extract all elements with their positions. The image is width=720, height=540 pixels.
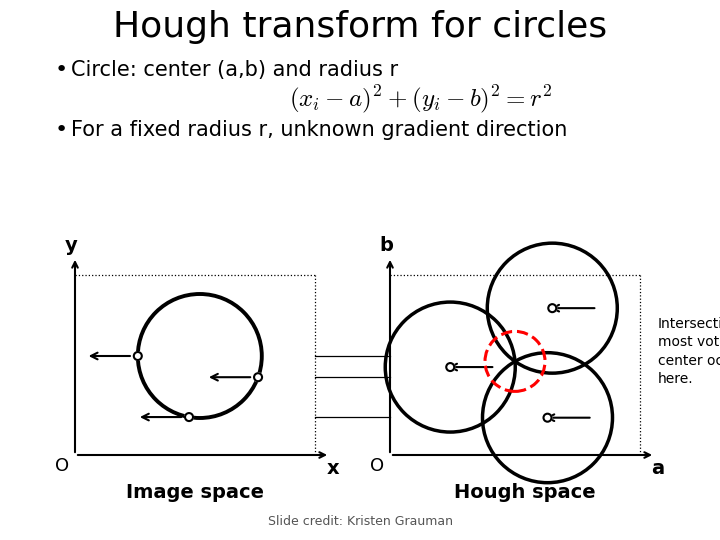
- Text: x: x: [327, 459, 339, 478]
- Text: Slide credit: Kristen Grauman: Slide credit: Kristen Grauman: [268, 515, 452, 528]
- Circle shape: [446, 363, 454, 371]
- Text: O: O: [55, 457, 69, 475]
- Text: •: •: [55, 60, 68, 80]
- Text: For a fixed radius r, unknown gradient direction: For a fixed radius r, unknown gradient d…: [71, 120, 567, 140]
- Text: Circle: center (a,b) and radius r: Circle: center (a,b) and radius r: [71, 60, 398, 80]
- Circle shape: [254, 373, 262, 381]
- Text: $(x_i - a)^2 + (y_i - b)^2 = r^2$: $(x_i - a)^2 + (y_i - b)^2 = r^2$: [289, 83, 552, 115]
- Text: Hough space: Hough space: [454, 483, 596, 502]
- Text: b: b: [379, 236, 393, 255]
- Text: y: y: [65, 236, 77, 255]
- Text: Hough transform for circles: Hough transform for circles: [113, 10, 607, 44]
- Text: Image space: Image space: [126, 483, 264, 502]
- Text: Intersection:
most votes for
center occur
here.: Intersection: most votes for center occu…: [658, 317, 720, 386]
- Text: •: •: [55, 120, 68, 140]
- Circle shape: [544, 414, 552, 422]
- Circle shape: [549, 304, 557, 312]
- Text: a: a: [652, 459, 665, 478]
- Text: O: O: [370, 457, 384, 475]
- Circle shape: [185, 413, 193, 421]
- Circle shape: [134, 352, 142, 360]
